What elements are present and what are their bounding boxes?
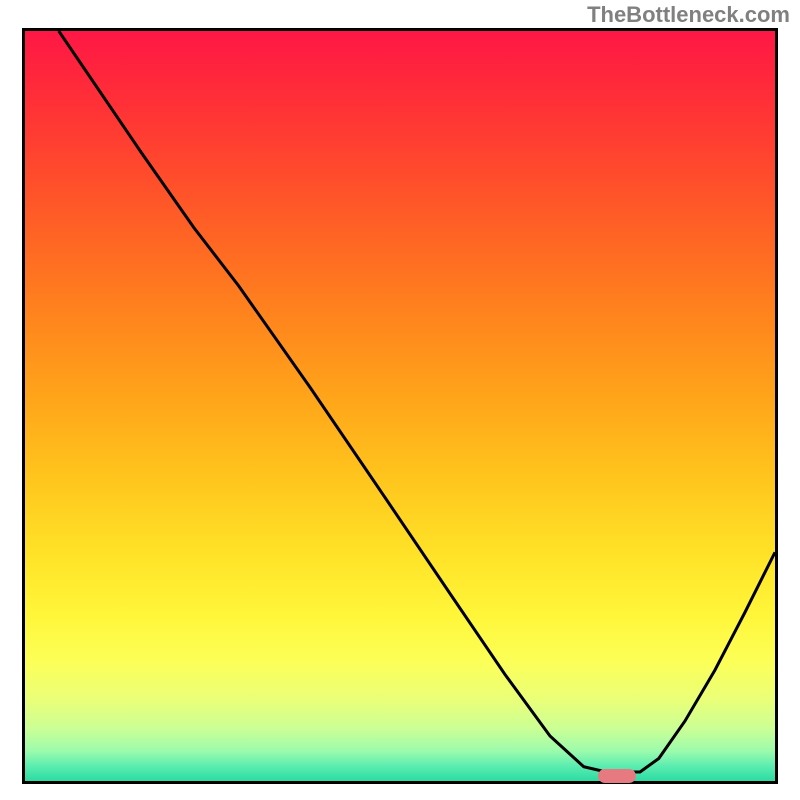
chart-plot-area: [22, 28, 778, 784]
curve-line: [25, 31, 775, 781]
watermark-text: TheBottleneck.com: [587, 2, 790, 28]
optimal-marker: [598, 769, 636, 783]
